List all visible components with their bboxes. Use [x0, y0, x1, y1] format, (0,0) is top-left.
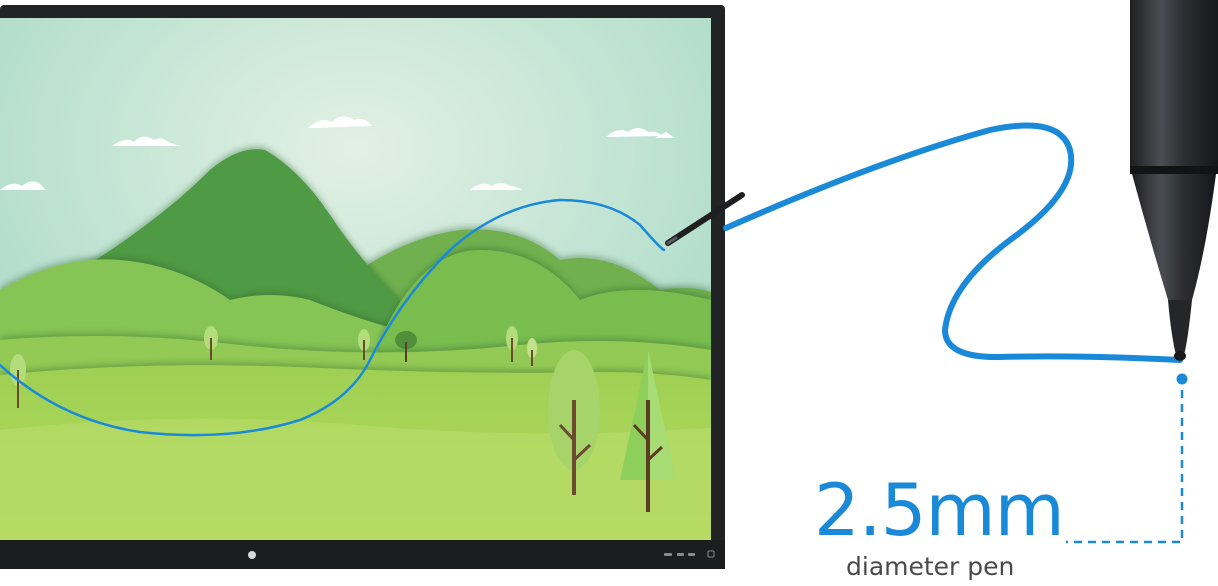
round-logo-icon: [248, 551, 256, 559]
control-buttons-icon: [664, 550, 715, 558]
screen-landscape: [0, 18, 711, 540]
tree-icons: [10, 326, 676, 512]
large-ink-stroke: [723, 122, 1183, 363]
on-screen-ink-stroke: [0, 198, 666, 437]
tip-dimension-marker: [1066, 373, 1188, 544]
pen-icon: [1130, 0, 1218, 361]
small-stylus-icon: [665, 192, 745, 246]
pen-diameter-value: 2.5mm: [814, 468, 1065, 552]
cloud-icons: [0, 116, 675, 190]
pen-diameter-caption: diameter pen: [846, 552, 1015, 581]
